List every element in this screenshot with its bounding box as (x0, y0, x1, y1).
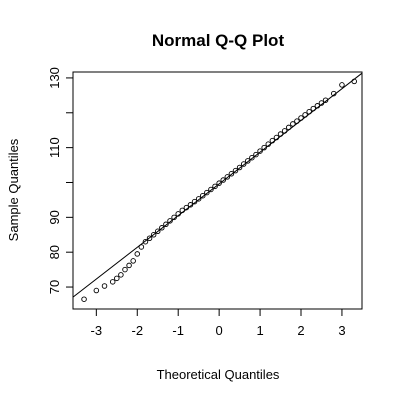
point (150, 232, 157, 238)
point (322, 97, 329, 103)
point (118, 272, 124, 278)
point (269, 137, 276, 144)
y-tick-label: 70 (47, 280, 62, 294)
point (179, 207, 186, 214)
point (339, 82, 345, 88)
point (310, 105, 317, 112)
point (171, 214, 177, 221)
point (134, 251, 141, 257)
point (208, 186, 214, 193)
point (204, 189, 210, 196)
point (146, 235, 153, 241)
point (277, 131, 284, 137)
point (216, 180, 222, 186)
point (290, 121, 296, 127)
point (314, 103, 321, 109)
chart-title: Normal Q-Q Plot (152, 31, 285, 50)
point (302, 112, 308, 118)
point (273, 134, 280, 141)
point (236, 164, 243, 171)
point (154, 228, 161, 235)
point (175, 211, 181, 217)
point (224, 174, 231, 180)
x-tick-label: 1 (256, 323, 263, 338)
point (253, 151, 259, 158)
point (195, 196, 202, 202)
point (130, 258, 136, 264)
point (294, 118, 300, 124)
point (351, 78, 357, 85)
y-tick-label: 130 (47, 67, 62, 89)
point (138, 244, 145, 250)
point (285, 124, 292, 131)
point (142, 238, 149, 245)
x-tick-label: 3 (338, 323, 345, 338)
point (240, 161, 247, 167)
point (163, 221, 169, 228)
point (167, 218, 173, 224)
point (126, 262, 132, 269)
point (298, 115, 304, 121)
point (249, 154, 255, 161)
x-tick-label: 2 (297, 323, 304, 338)
point (81, 296, 87, 302)
point (109, 279, 116, 285)
x-tick-label: -2 (131, 323, 143, 338)
x-tick-label: -1 (172, 323, 184, 338)
point (200, 192, 206, 199)
point (306, 108, 312, 115)
point (331, 90, 337, 97)
point (257, 148, 263, 154)
point (261, 144, 267, 151)
x-tick-label: 0 (216, 323, 223, 338)
point (122, 266, 128, 273)
point (318, 100, 325, 106)
point (101, 283, 108, 289)
point (265, 141, 272, 147)
point (93, 287, 100, 294)
point (114, 275, 120, 282)
point (212, 183, 218, 190)
point (245, 158, 251, 164)
x-tick-label: -3 (91, 323, 103, 338)
y-tick-label: 90 (47, 210, 62, 224)
point (232, 167, 239, 174)
point (220, 177, 226, 183)
y-tick-label: 110 (47, 137, 62, 158)
point (191, 198, 198, 205)
point (159, 225, 165, 231)
y-axis-label: Sample Quantiles (6, 138, 21, 241)
x-axis-label: Theoretical Quantiles (157, 367, 280, 382)
y-tick-label: 80 (47, 245, 62, 259)
point (228, 171, 235, 177)
point (183, 204, 190, 211)
point (187, 202, 194, 208)
point (281, 128, 288, 134)
